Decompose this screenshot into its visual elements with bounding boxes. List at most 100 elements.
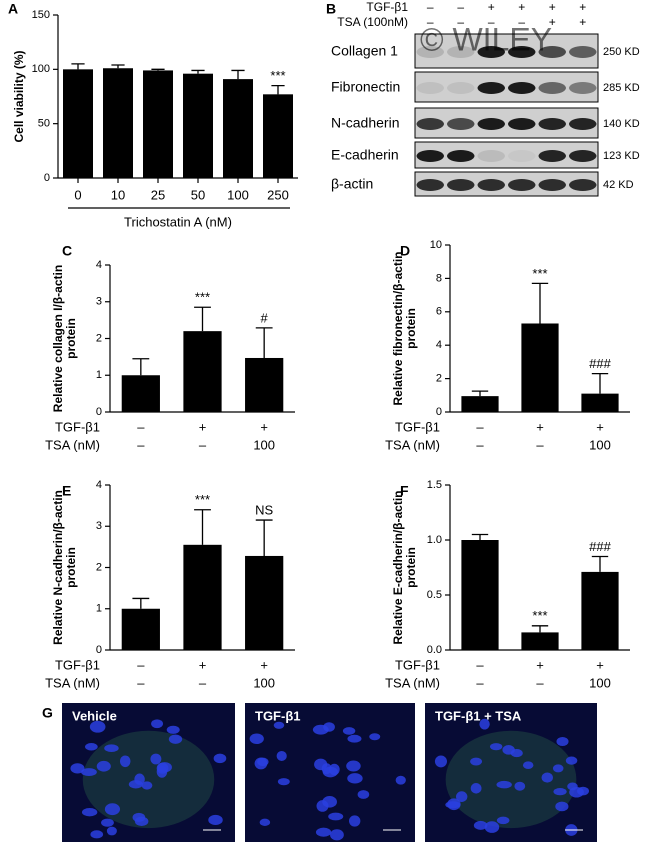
nucleus <box>357 790 370 799</box>
condition-cell: + <box>488 0 495 14</box>
condition-cell: + <box>549 0 556 14</box>
nucleus <box>330 829 344 841</box>
nucleus <box>555 801 569 812</box>
blot-band <box>477 46 505 58</box>
nucleus <box>81 808 98 817</box>
blot-band <box>477 118 505 130</box>
error-bar <box>591 372 609 394</box>
condition-cell: – <box>476 657 484 672</box>
x-tick-label: 10 <box>111 187 125 202</box>
y-axis-label: protein <box>64 318 78 359</box>
y-tick-label: 10 <box>430 239 442 251</box>
y-tick-label: 1.5 <box>427 479 442 491</box>
nucleus <box>254 757 268 770</box>
error-bar <box>231 69 245 80</box>
band-size: 42 KD <box>603 179 634 191</box>
significance-label: *** <box>195 492 210 507</box>
error-bar <box>132 358 150 376</box>
condition-cell: + <box>536 419 544 434</box>
nucleus <box>328 812 344 821</box>
blot-band <box>538 118 566 130</box>
condition-cell: + <box>579 0 586 14</box>
y-tick-label: 4 <box>96 259 102 271</box>
blot-strip <box>414 141 599 169</box>
condition-cell: – <box>457 15 464 29</box>
condition-label: TSA (nM) <box>45 437 100 452</box>
y-tick-label: 50 <box>38 118 50 130</box>
condition-cell: + <box>549 15 556 29</box>
condition-label: TGF-β1 <box>395 419 440 434</box>
nucleus <box>496 780 512 789</box>
y-tick-label: 6 <box>436 306 442 318</box>
condition-cell: + <box>199 657 207 672</box>
significance-label: *** <box>270 68 285 83</box>
blot-band <box>508 150 536 162</box>
significance-label: *** <box>532 266 547 281</box>
protein-label: Fibronectin <box>331 79 400 95</box>
condition-label: TSA (100nM) <box>337 15 408 29</box>
condition-cell: + <box>596 419 604 434</box>
bar <box>263 94 293 178</box>
nucleus <box>104 744 119 753</box>
blot-band <box>447 46 475 58</box>
condition-cell: 100 <box>253 437 275 452</box>
blot-band <box>447 150 475 162</box>
nucleus <box>208 814 223 826</box>
blot-band <box>569 179 597 191</box>
panel-letter: C <box>62 243 72 259</box>
condition-cell: + <box>260 657 268 672</box>
blot-band <box>569 82 597 94</box>
condition-cell: – <box>476 675 484 690</box>
bar <box>461 540 499 650</box>
condition-cell: + <box>596 657 604 672</box>
protein-label: E-cadherin <box>331 147 399 163</box>
blot-band <box>538 179 566 191</box>
nucleus <box>522 761 534 770</box>
blot-band <box>508 118 536 130</box>
nucleus <box>168 734 183 744</box>
watermark: © WILEY <box>420 21 552 57</box>
bar <box>183 331 222 412</box>
nucleus <box>514 781 526 791</box>
x-tick-label: 250 <box>267 187 289 202</box>
blot-band <box>447 82 475 94</box>
y-tick-label: 2 <box>96 561 102 573</box>
error-bar <box>194 306 211 332</box>
nucleus <box>166 725 180 734</box>
y-tick-label: 100 <box>32 63 50 75</box>
nucleus <box>342 727 356 735</box>
blot-band <box>477 150 505 162</box>
condition-cell: – <box>536 675 544 690</box>
condition-label: TGF-β1 <box>55 657 100 672</box>
y-tick-label: 0.5 <box>427 589 442 601</box>
blot-band <box>538 150 566 162</box>
condition-cell: – <box>518 15 525 29</box>
nucleus <box>577 786 590 796</box>
y-axis-label: protein <box>404 308 418 349</box>
blot-band <box>508 82 536 94</box>
error-bar <box>191 69 205 74</box>
condition-cell: 100 <box>589 675 611 690</box>
nucleus <box>447 798 461 811</box>
blot-band <box>416 118 444 130</box>
y-axis-label: Relative collagen I/β-actin <box>51 265 65 412</box>
nucleus <box>106 826 117 836</box>
x-tick-label: 25 <box>151 187 165 202</box>
protein-label: N-cadherin <box>331 115 399 131</box>
y-tick-label: 0 <box>96 406 102 418</box>
y-tick-label: 1 <box>96 369 102 381</box>
nucleus <box>90 830 104 839</box>
y-axis-label: protein <box>404 547 418 588</box>
nucleus <box>565 756 578 765</box>
error-bar <box>71 63 85 70</box>
nucleus <box>553 788 567 796</box>
condition-cell: – <box>476 437 484 452</box>
blot-band <box>569 150 597 162</box>
y-tick-label: 0.0 <box>427 644 442 656</box>
x-tick-label: 100 <box>227 187 249 202</box>
panel-letter: E <box>62 483 71 499</box>
bar <box>143 70 173 178</box>
nucleus <box>101 818 114 827</box>
blot-band <box>416 82 444 94</box>
nucleus <box>134 816 149 826</box>
